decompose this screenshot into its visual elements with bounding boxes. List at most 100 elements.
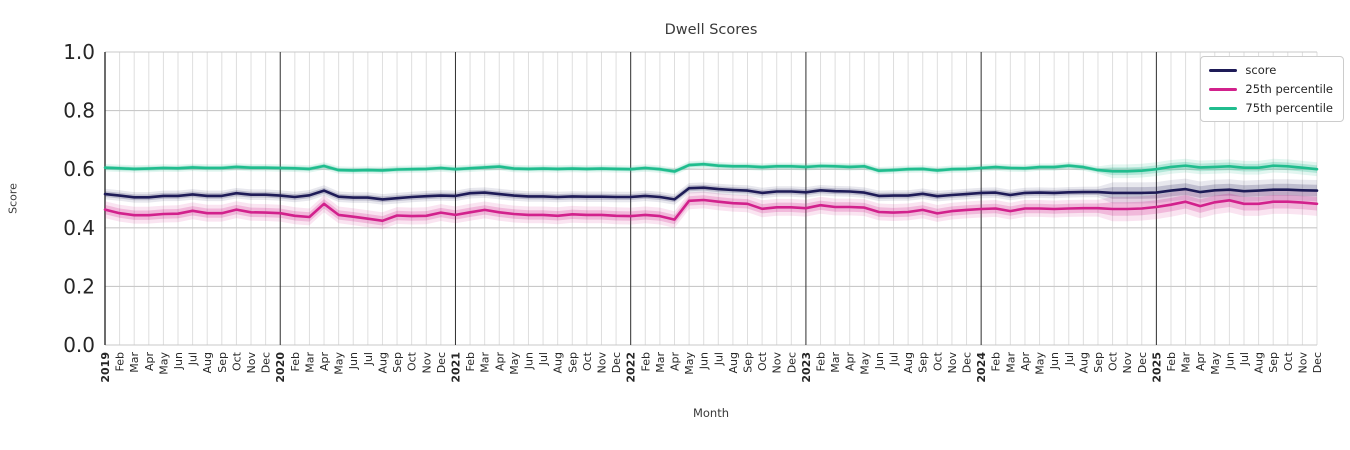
x-tick-label: Nov (1296, 352, 1309, 374)
x-tick-label: Oct (581, 351, 594, 371)
x-tick-label: 2019 (99, 352, 112, 383)
x-tick-label: Dec (1136, 352, 1149, 373)
x-tick-label: Mar (128, 352, 141, 373)
x-tick-label: 2022 (625, 352, 638, 383)
y-tick-label: 1.0 (63, 40, 95, 64)
x-tick-label: Feb (289, 352, 302, 371)
x-tick-label: Aug (902, 352, 915, 373)
x-tick-label: Aug (1077, 352, 1090, 373)
x-tick-label: 2025 (1150, 352, 1163, 383)
x-tick-label: Aug (376, 352, 389, 373)
x-tick-label: Jul (712, 352, 725, 366)
x-tick-label: May (508, 352, 521, 375)
y-tick-label: 0.4 (63, 216, 95, 240)
x-tick-label: Jun (698, 352, 711, 370)
y-tick-label: 0.6 (63, 157, 95, 181)
x-tick-label: Feb (990, 352, 1003, 371)
x-tick-label: Oct (756, 351, 769, 371)
x-tick-label: May (157, 352, 170, 375)
x-tick-label: Jul (187, 352, 200, 366)
x-tick-label: Feb (1165, 352, 1178, 371)
x-tick-label: Sep (917, 352, 930, 373)
x-tick-label: Sep (566, 352, 579, 373)
x-tick-label: Mar (1004, 352, 1017, 373)
legend-label-75th-percentile: 75th percentile (1245, 101, 1333, 115)
x-tick-label: May (683, 352, 696, 375)
x-tick-label: Aug (552, 352, 565, 373)
x-axis-title: Month (692, 406, 730, 420)
score-line-swatch (1209, 68, 1238, 72)
x-tick-label: Aug (201, 352, 214, 373)
x-tick-label: Jun (523, 352, 536, 370)
x-tick-label: May (858, 352, 871, 375)
x-tick-label: Dec (610, 352, 623, 373)
y-tick-label: 0.8 (63, 99, 95, 123)
x-tick-label: Apr (1019, 352, 1032, 372)
x-tick-label: Dec (260, 352, 273, 373)
x-tick-label: Nov (420, 352, 433, 374)
x-tick-label: Mar (303, 352, 316, 373)
x-tick-label: May (1034, 352, 1047, 375)
y-tick-label: 0.0 (63, 333, 95, 357)
x-tick-label: Feb (464, 352, 477, 371)
x-tick-label: Apr (844, 352, 857, 372)
x-tick-label: Oct (406, 351, 419, 371)
x-tick-label: Apr (1194, 352, 1207, 372)
x-tick-label: Oct (230, 351, 243, 371)
x-tick-label: Jun (873, 352, 886, 370)
x-tick-label: Oct (1107, 351, 1120, 371)
x-tick-label: Oct (931, 351, 944, 371)
legend-item-score: score (1209, 62, 1333, 78)
x-tick-label: Apr (143, 352, 156, 372)
x-tick-label: Jul (888, 352, 901, 366)
y-axis-title: Score (6, 183, 20, 214)
x-tick-label: Jun (347, 352, 360, 370)
x-tick-label: Sep (742, 352, 755, 373)
x-tick-label: Mar (1180, 352, 1193, 373)
x-tick-label: May (1209, 352, 1222, 375)
p75-line-swatch (1209, 106, 1238, 110)
x-tick-label: Mar (829, 352, 842, 373)
x-tick-label: Aug (727, 352, 740, 373)
x-tick-label: 2023 (800, 352, 813, 383)
x-tick-label: Dec (785, 352, 798, 373)
x-tick-label: Feb (639, 352, 652, 371)
x-tick-label: Feb (815, 352, 828, 371)
x-tick-label: Dec (1311, 352, 1324, 373)
x-tick-label: Nov (596, 352, 609, 374)
chart-title: Dwell Scores (664, 22, 758, 38)
x-tick-label: 2024 (975, 352, 988, 383)
x-tick-label: 2021 (450, 352, 463, 383)
x-tick-label: Jun (1048, 352, 1061, 370)
legend-label-25th-percentile: 25th percentile (1245, 82, 1333, 96)
x-tick-label: Sep (1092, 352, 1105, 373)
x-tick-label: May (333, 352, 346, 375)
x-tick-label: Aug (1253, 352, 1266, 373)
y-tick-label: 0.2 (63, 274, 95, 298)
x-tick-label: Dec (435, 352, 448, 373)
x-tick-label: Nov (1121, 352, 1134, 374)
x-tick-label: Jul (362, 352, 375, 366)
x-tick-label: Jun (1223, 352, 1236, 370)
x-tick-label: Nov (771, 352, 784, 374)
x-tick-label: Dec (961, 352, 974, 373)
x-tick-label: Apr (318, 352, 331, 372)
x-tick-label: Nov (245, 352, 258, 374)
x-tick-label: Oct (1282, 351, 1295, 371)
p25-line-swatch (1209, 87, 1238, 91)
x-tick-label: Sep (1267, 352, 1280, 373)
x-tick-label: 2020 (274, 352, 287, 383)
x-tick-label: Jul (1063, 352, 1076, 366)
legend-item-25th-percentile: 25th percentile (1209, 81, 1333, 97)
x-tick-label: Sep (391, 352, 404, 373)
x-tick-label: Jul (537, 352, 550, 366)
x-tick-label: Sep (216, 352, 229, 373)
legend-item-75th-percentile: 75th percentile (1209, 100, 1333, 116)
x-tick-label: Mar (479, 352, 492, 373)
legend: score 25th percentile 75th percentile (1200, 56, 1344, 122)
x-tick-label: Mar (654, 352, 667, 373)
x-tick-label: Jul (1238, 352, 1251, 366)
x-tick-label: Nov (946, 352, 959, 374)
